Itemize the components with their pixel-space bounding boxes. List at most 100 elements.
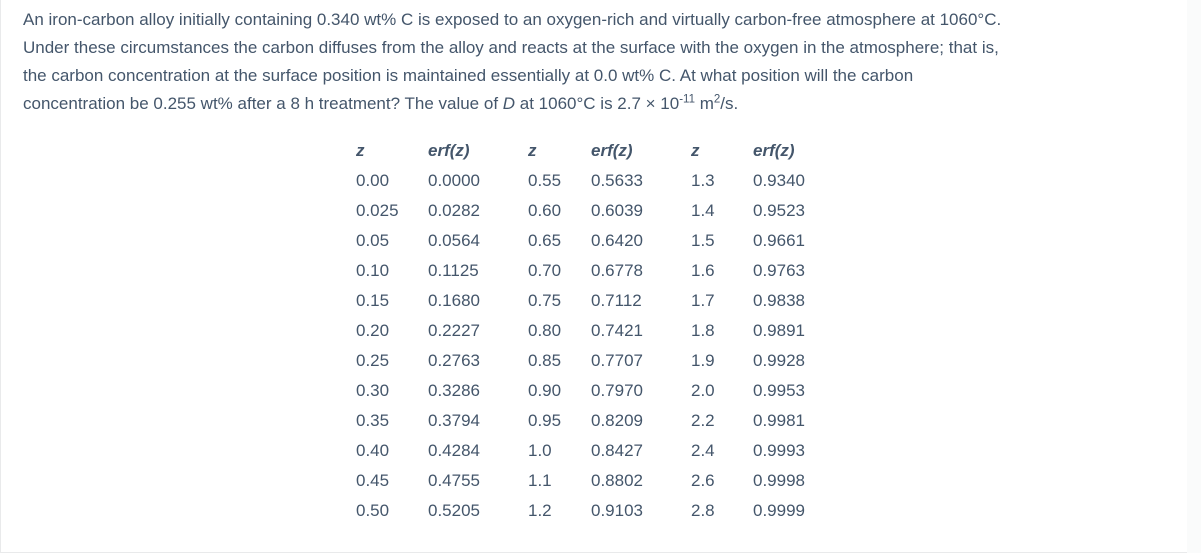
- z-value-cell: 0.40: [356, 441, 390, 460]
- z-value-cell: 0.20: [356, 321, 390, 340]
- erf-value-cell: 0.9891: [753, 321, 805, 340]
- z-value-cell: 0.45: [356, 471, 390, 490]
- z-value-cell: 0.95: [528, 411, 562, 430]
- z-value-cell: 0.80: [528, 321, 562, 340]
- problem-line-1: An iron-carbon alloy initially containin…: [23, 10, 1002, 29]
- z-value-cell: 0.65: [528, 231, 562, 250]
- problem-line-2: Under these circumstances the carbon dif…: [23, 38, 999, 57]
- erf-value-cell: 0.9103: [591, 501, 643, 520]
- z-value-cell: 1.2: [528, 501, 552, 520]
- erf-table-row: 0.40 0.4284 1.0 0.8427 2.4 0.9993: [356, 436, 817, 466]
- erf-value-cell: 0.6039: [591, 201, 643, 220]
- z-value-cell: 0.15: [356, 291, 390, 310]
- z-column-header: z: [691, 141, 700, 160]
- z-value-cell: 0.30: [356, 381, 390, 400]
- erf-table-row: 0.30 0.3286 0.90 0.7970 2.0 0.9953: [356, 376, 817, 406]
- z-value-cell: 0.00: [356, 171, 390, 190]
- z-value-cell: 0.70: [528, 261, 562, 280]
- erf-table-row: 0.45 0.4755 1.1 0.8802 2.6 0.9998: [356, 466, 817, 496]
- erf-table-body: 0.00 0.0000 0.55 0.5633 1.3 0.9340 0.025 0.0282…: [356, 166, 817, 526]
- erf-table-row: 0.50 0.5205 1.2 0.9103 2.8 0.9999: [356, 496, 817, 526]
- erf-value-cell: 0.7421: [591, 321, 643, 340]
- erf-table-row: 0.15 0.1680 0.75 0.7112 1.7 0.9838: [356, 286, 817, 316]
- z-value-cell: 1.6: [691, 261, 715, 280]
- erf-value-cell: 0.8802: [591, 471, 643, 490]
- erf-value-cell: 0.9340: [753, 171, 805, 190]
- z-value-cell: 1.5: [691, 231, 715, 250]
- erf-value-cell: 0.9523: [753, 201, 805, 220]
- erf-table-head: z erf(z) z erf(z) z erf(z): [356, 136, 817, 166]
- erf-value-cell: 0.4755: [428, 471, 480, 490]
- z-value-cell: 2.8: [691, 501, 715, 520]
- z-value-cell: 0.25: [356, 351, 390, 370]
- erf-table-row: 0.025 0.0282 0.60 0.6039 1.4 0.9523: [356, 196, 817, 226]
- z-value-cell: 1.4: [691, 201, 715, 220]
- z-value-cell: 0.10: [356, 261, 390, 280]
- erf-value-cell: 0.9928: [753, 351, 805, 370]
- erf-value-cell: 0.8427: [591, 441, 643, 460]
- erf-value-cell: 0.7707: [591, 351, 643, 370]
- erf-table-row: 0.35 0.3794 0.95 0.8209 2.2 0.9981: [356, 406, 817, 436]
- z-value-cell: 1.8: [691, 321, 715, 340]
- z-value-cell: 0.35: [356, 411, 390, 430]
- erf-value-cell: 0.1125: [428, 261, 479, 280]
- z-value-cell: 0.50: [356, 501, 390, 520]
- z-value-cell: 1.9: [691, 351, 715, 370]
- square-superscript: 2: [713, 93, 721, 106]
- erf-column-header: erf(z): [428, 141, 470, 160]
- z-value-cell: 1.1: [528, 471, 552, 490]
- erf-column-header: erf(z): [591, 141, 633, 160]
- erf-value-cell: 0.3286: [428, 381, 480, 400]
- erf-table-row: 0.20 0.2227 0.80 0.7421 1.8 0.9891: [356, 316, 817, 346]
- erf-table-row: 0.10 0.1125 0.70 0.6778 1.6 0.9763: [356, 256, 817, 286]
- erf-value-cell: 0.4284: [428, 441, 480, 460]
- erf-value-cell: 0.9763: [753, 261, 805, 280]
- problem-line-3: the carbon concentration at the surface …: [23, 66, 914, 85]
- exponent-superscript: -11: [679, 93, 695, 106]
- z-value-cell: 1.7: [691, 291, 715, 310]
- z-value-cell: 0.85: [528, 351, 562, 370]
- problem-line-4-text: at 1060°C is 2.7 × 10: [515, 94, 680, 113]
- erf-value-cell: 0.6420: [591, 231, 643, 250]
- erf-value-cell: 0.3794: [428, 411, 480, 430]
- erf-table-row: 0.25 0.2763 0.85 0.7707 1.9 0.9928: [356, 346, 817, 376]
- erf-table-row: 0.05 0.0564 0.65 0.6420 1.5 0.9661: [356, 226, 817, 256]
- erf-value-cell: 0.9953: [753, 381, 805, 400]
- z-value-cell: 0.025: [356, 201, 399, 220]
- z-value-cell: 2.0: [691, 381, 715, 400]
- z-value-cell: 0.60: [528, 201, 562, 220]
- erf-value-cell: 0.9981: [753, 411, 805, 430]
- z-value-cell: 2.4: [691, 441, 715, 460]
- erf-value-cell: 0.1680: [428, 291, 480, 310]
- erf-value-cell: 0.9838: [753, 291, 805, 310]
- erf-value-cell: 0.7112: [591, 291, 642, 310]
- erf-value-cell: 0.9993: [753, 441, 805, 460]
- erf-table: z erf(z) z erf(z) z erf(z) 0.00 0.0000 0.55 0.56…: [356, 136, 817, 526]
- z-value-cell: 0.55: [528, 171, 562, 190]
- diffusion-coefficient-symbol: D: [502, 94, 516, 113]
- erf-value-cell: 0.8209: [591, 411, 643, 430]
- erf-value-cell: 0.5633: [591, 171, 643, 190]
- erf-value-cell: 0.0000: [428, 171, 480, 190]
- problem-line-4-text: m: [694, 94, 714, 113]
- z-value-cell: 2.6: [691, 471, 715, 490]
- z-value-cell: 1.0: [528, 441, 552, 460]
- erf-value-cell: 0.6778: [591, 261, 643, 280]
- erf-value-cell: 0.5205: [428, 501, 480, 520]
- z-value-cell: 2.2: [691, 411, 715, 430]
- erf-value-cell: 0.9998: [753, 471, 805, 490]
- erf-value-cell: 0.9661: [753, 231, 805, 250]
- problem-line-4: concentration be 0.255 wt% after a 8 h t…: [23, 90, 1001, 118]
- erf-table-header-row: z erf(z) z erf(z) z erf(z): [356, 136, 817, 166]
- problem-line-4-text: /s.: [720, 94, 739, 113]
- erf-value-cell: 0.0282: [428, 201, 480, 220]
- erf-value-cell: 0.7970: [591, 381, 643, 400]
- problem-line-4-text: concentration be 0.255 wt% after a 8 h t…: [23, 94, 503, 113]
- z-value-cell: 0.75: [528, 291, 562, 310]
- erf-value-cell: 0.2763: [428, 351, 480, 370]
- erf-value-cell: 0.9999: [753, 501, 805, 520]
- problem-statement: An iron-carbon alloy initially containin…: [23, 6, 1001, 118]
- erf-table-row: 0.00 0.0000 0.55 0.5633 1.3 0.9340: [356, 166, 817, 196]
- z-value-cell: 0.90: [528, 381, 562, 400]
